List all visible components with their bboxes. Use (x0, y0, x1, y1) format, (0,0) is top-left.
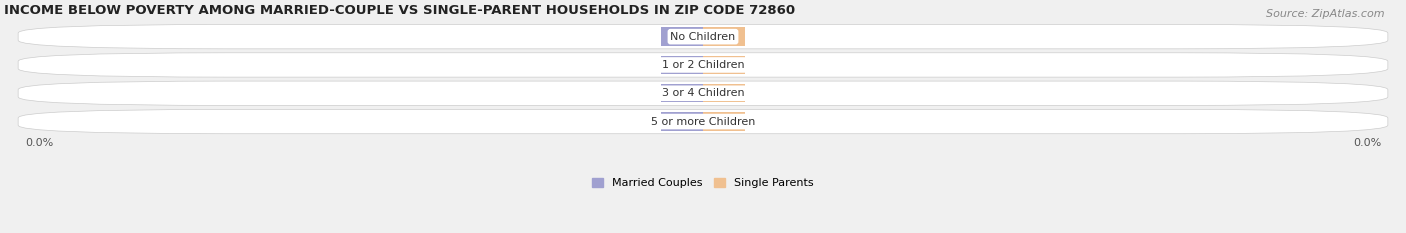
Text: 0.0%: 0.0% (668, 116, 696, 127)
Bar (703, 56, 745, 74)
Text: 0.0%: 0.0% (710, 88, 738, 98)
Text: 0.0%: 0.0% (668, 60, 696, 70)
Text: 0.0%: 0.0% (668, 88, 696, 98)
Text: INCOME BELOW POVERTY AMONG MARRIED-COUPLE VS SINGLE-PARENT HOUSEHOLDS IN ZIP COD: INCOME BELOW POVERTY AMONG MARRIED-COUPL… (4, 4, 796, 17)
Legend: Married Couples, Single Parents: Married Couples, Single Parents (588, 173, 818, 192)
Bar (661, 112, 703, 131)
Text: 5 or more Children: 5 or more Children (651, 116, 755, 127)
FancyBboxPatch shape (18, 24, 1388, 49)
Text: 0.0%: 0.0% (668, 32, 696, 42)
Bar (661, 27, 703, 46)
FancyBboxPatch shape (18, 81, 1388, 105)
Text: Source: ZipAtlas.com: Source: ZipAtlas.com (1267, 9, 1385, 19)
Bar (703, 27, 745, 46)
Text: 0.0%: 0.0% (710, 60, 738, 70)
FancyBboxPatch shape (18, 53, 1388, 77)
Bar (661, 84, 703, 103)
Text: 0.0%: 0.0% (710, 32, 738, 42)
Text: 1 or 2 Children: 1 or 2 Children (662, 60, 744, 70)
Bar (703, 112, 745, 131)
Text: No Children: No Children (671, 32, 735, 42)
Bar (661, 56, 703, 74)
FancyBboxPatch shape (18, 109, 1388, 134)
Text: 0.0%: 0.0% (710, 116, 738, 127)
Text: 3 or 4 Children: 3 or 4 Children (662, 88, 744, 98)
Bar (703, 84, 745, 103)
